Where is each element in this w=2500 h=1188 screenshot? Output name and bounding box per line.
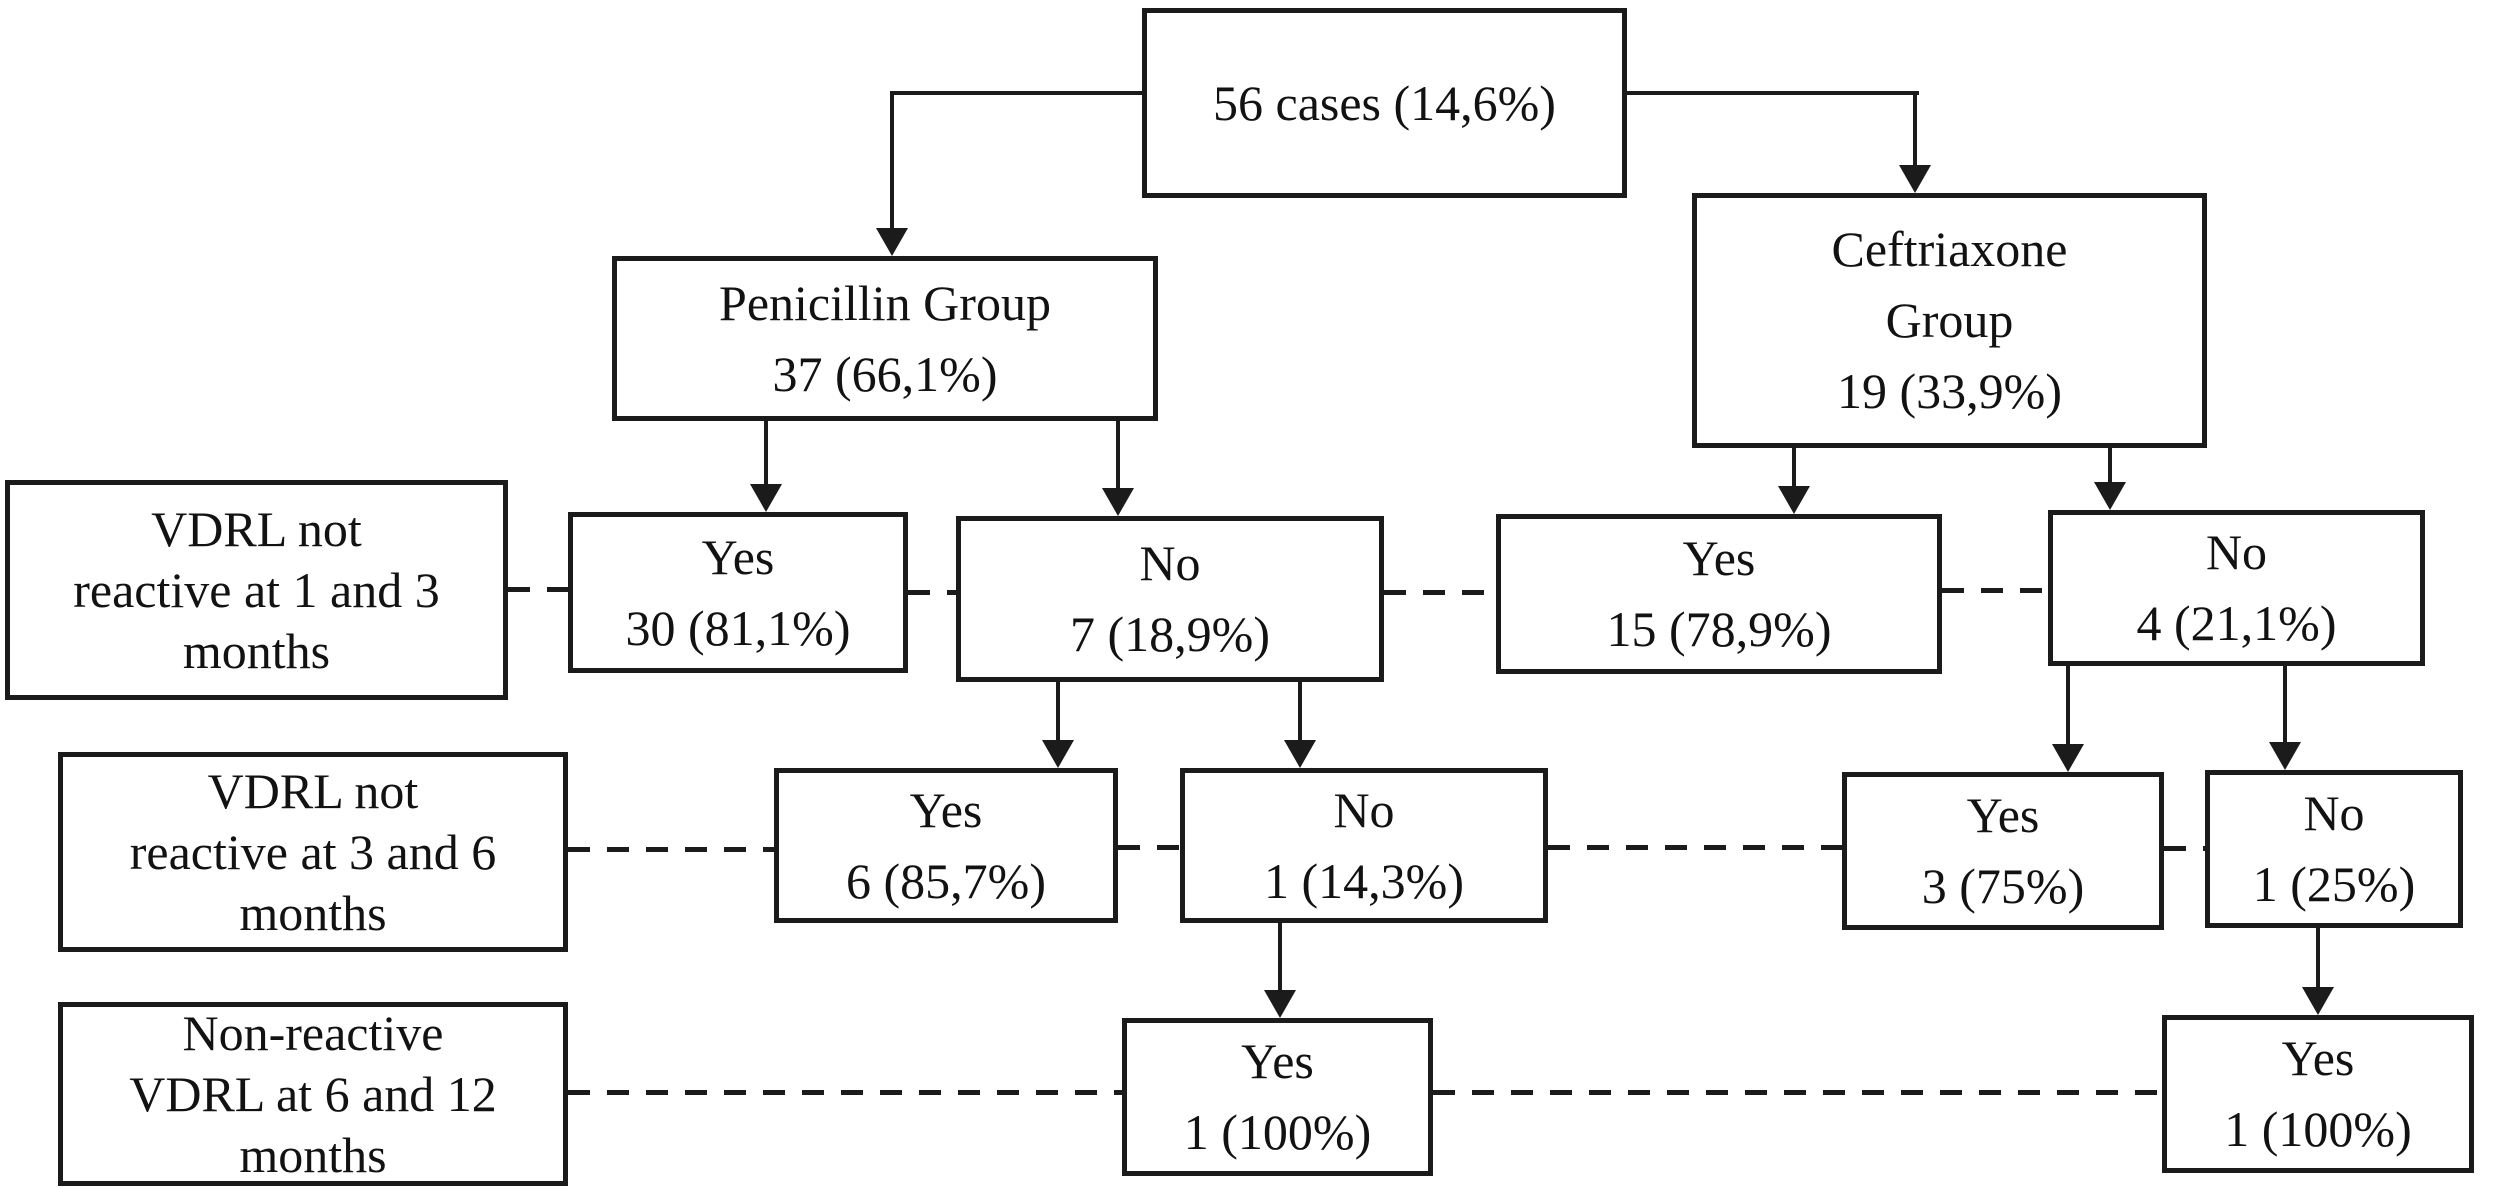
label-text-line: Non-reactive [182, 1004, 444, 1061]
connector-pen-row2-no-to-row3-yes [1278, 923, 1282, 994]
node-text-line: Yes [2281, 1030, 2355, 1086]
row-label-vdrl-1-3-months: VDRL not reactive at 1 and 3 months [5, 480, 508, 700]
dashed-link-label1-to-pen-yes [508, 587, 568, 592]
node-text-line: Yes [1682, 530, 1756, 586]
node-text-line: 37 (66,1%) [772, 345, 998, 402]
row-label-vdrl-3-6-months: VDRL not reactive at 3 and 6 months [58, 752, 568, 952]
node-text-line: 4 (21,1%) [2136, 595, 2337, 651]
connector-pen-no-to-row2-no [1298, 682, 1302, 744]
connector-ceftriaxone-to-row1-yes [1792, 448, 1796, 490]
dashed-link-pen-yes-to-pen-no-row2 [1118, 845, 1180, 850]
dashed-link-cef-yes-to-cef-no-row2 [2164, 846, 2205, 851]
node-text-line: Group [1885, 292, 2014, 348]
connector-total-to-penicillin-horizontal [892, 91, 1142, 95]
node-total-cases: 56 cases (14,6%) [1142, 8, 1627, 198]
arrowhead-into-pen-row1-yes [750, 484, 782, 512]
dashed-link-pen-no-to-cef-yes-row1 [1384, 590, 1496, 595]
connector-total-to-penicillin-vertical [890, 91, 894, 232]
node-text-line: Yes [701, 528, 775, 585]
connector-total-to-ceftriaxone-vertical [1913, 91, 1917, 169]
arrowhead-into-penicillin [876, 228, 908, 256]
node-text-line: 7 (18,9%) [1070, 606, 1270, 662]
node-ceftriaxone-row3-yes: Yes 1 (100%) [2162, 1015, 2474, 1173]
node-ceftriaxone-group: Ceftriaxone Group 19 (33,9%) [1692, 193, 2207, 448]
label-text-line: reactive at 1 and 3 [73, 561, 440, 618]
node-text-line: Penicillin Group [719, 274, 1051, 331]
node-text-line: No [1333, 781, 1395, 838]
arrowhead-into-pen-row1-no [1102, 488, 1134, 516]
arrowhead-into-cef-row1-yes [1778, 486, 1810, 514]
arrowhead-into-ceftriaxone [1899, 165, 1931, 193]
node-penicillin-group: Penicillin Group 37 (66,1%) [612, 256, 1158, 421]
dashed-link-label2-to-pen-yes-row2 [568, 847, 774, 852]
node-ceftriaxone-row1-yes: Yes 15 (78,9%) [1496, 514, 1942, 674]
node-text-line: No [1139, 535, 1201, 591]
row-label-vdrl-6-12-months: Non-reactive VDRL at 6 and 12 months [58, 1002, 568, 1186]
node-penicillin-row1-yes: Yes 30 (81,1%) [568, 512, 908, 673]
arrowhead-into-pen-row3-yes [1264, 990, 1296, 1018]
node-ceftriaxone-row2-no: No 1 (25%) [2205, 770, 2463, 928]
node-text-line: 3 (75%) [1921, 858, 2085, 914]
node-text-line: 56 cases (14,6%) [1213, 74, 1556, 131]
arrowhead-into-cef-row2-no [2269, 742, 2301, 770]
node-text-line: Yes [1966, 787, 2040, 843]
label-text-line: months [239, 884, 387, 941]
label-text-line: VDRL not [207, 762, 419, 819]
connector-total-to-ceftriaxone-horizontal [1627, 91, 1919, 95]
arrowhead-into-cef-row3-yes [2302, 987, 2334, 1015]
connector-cef-no-to-row2-yes [2066, 666, 2070, 748]
label-text-line: VDRL not [151, 500, 362, 557]
dashed-link-cef-yes-to-cef-no-row1 [1942, 588, 2048, 593]
node-text-line: 1 (100%) [1183, 1104, 1372, 1160]
label-text-line: VDRL at 6 and 12 [129, 1065, 497, 1122]
node-text-line: No [2205, 524, 2268, 580]
label-text-line: reactive at 3 and 6 [129, 823, 497, 880]
connector-penicillin-to-row1-no [1116, 421, 1120, 492]
dashed-link-pen-no-to-cef-yes-row2 [1548, 845, 1842, 850]
connector-pen-no-to-row2-yes [1056, 682, 1060, 744]
node-text-line: Yes [909, 781, 983, 838]
dashed-link-label3-to-pen-yes-row3 [568, 1090, 1122, 1095]
connector-ceftriaxone-to-row1-no [2108, 448, 2112, 486]
dashed-link-pen-yes-to-pen-no-row1 [908, 590, 956, 595]
node-ceftriaxone-row2-yes: Yes 3 (75%) [1842, 772, 2164, 930]
node-penicillin-row1-no: No 7 (18,9%) [956, 516, 1384, 682]
node-text-line: Ceftriaxone [1831, 221, 2068, 277]
node-text-line: 19 (33,9%) [1837, 363, 2062, 419]
node-penicillin-row2-no: No 1 (14,3%) [1180, 768, 1548, 923]
arrowhead-into-pen-row2-yes [1042, 740, 1074, 768]
arrowhead-into-cef-row2-yes [2052, 744, 2084, 772]
node-text-line: 15 (78,9%) [1606, 601, 1832, 657]
node-text-line: 30 (81,1%) [625, 599, 851, 656]
connector-cef-row2-no-to-row3-yes [2316, 928, 2320, 991]
label-text-line: months [239, 1126, 387, 1183]
node-text-line: 1 (25%) [2252, 856, 2416, 912]
connector-cef-no-to-row2-no [2283, 666, 2287, 746]
connector-penicillin-to-row1-yes [764, 421, 768, 488]
node-text-line: 1 (14,3%) [1264, 852, 1464, 909]
node-text-line: 6 (85,7%) [846, 852, 1046, 909]
node-ceftriaxone-row1-no: No 4 (21,1%) [2048, 510, 2425, 666]
node-text-line: Yes [1241, 1033, 1314, 1089]
dashed-link-pen-yes-to-cef-yes-row3 [1433, 1090, 2162, 1095]
node-penicillin-row2-yes: Yes 6 (85,7%) [774, 768, 1118, 923]
node-text-line: 1 (100%) [2224, 1101, 2412, 1157]
arrowhead-into-cef-row1-no [2094, 482, 2126, 510]
label-text-line: months [182, 622, 331, 679]
node-text-line: No [2303, 785, 2365, 841]
arrowhead-into-pen-row2-no [1284, 740, 1316, 768]
node-penicillin-row3-yes: Yes 1 (100%) [1122, 1018, 1433, 1176]
